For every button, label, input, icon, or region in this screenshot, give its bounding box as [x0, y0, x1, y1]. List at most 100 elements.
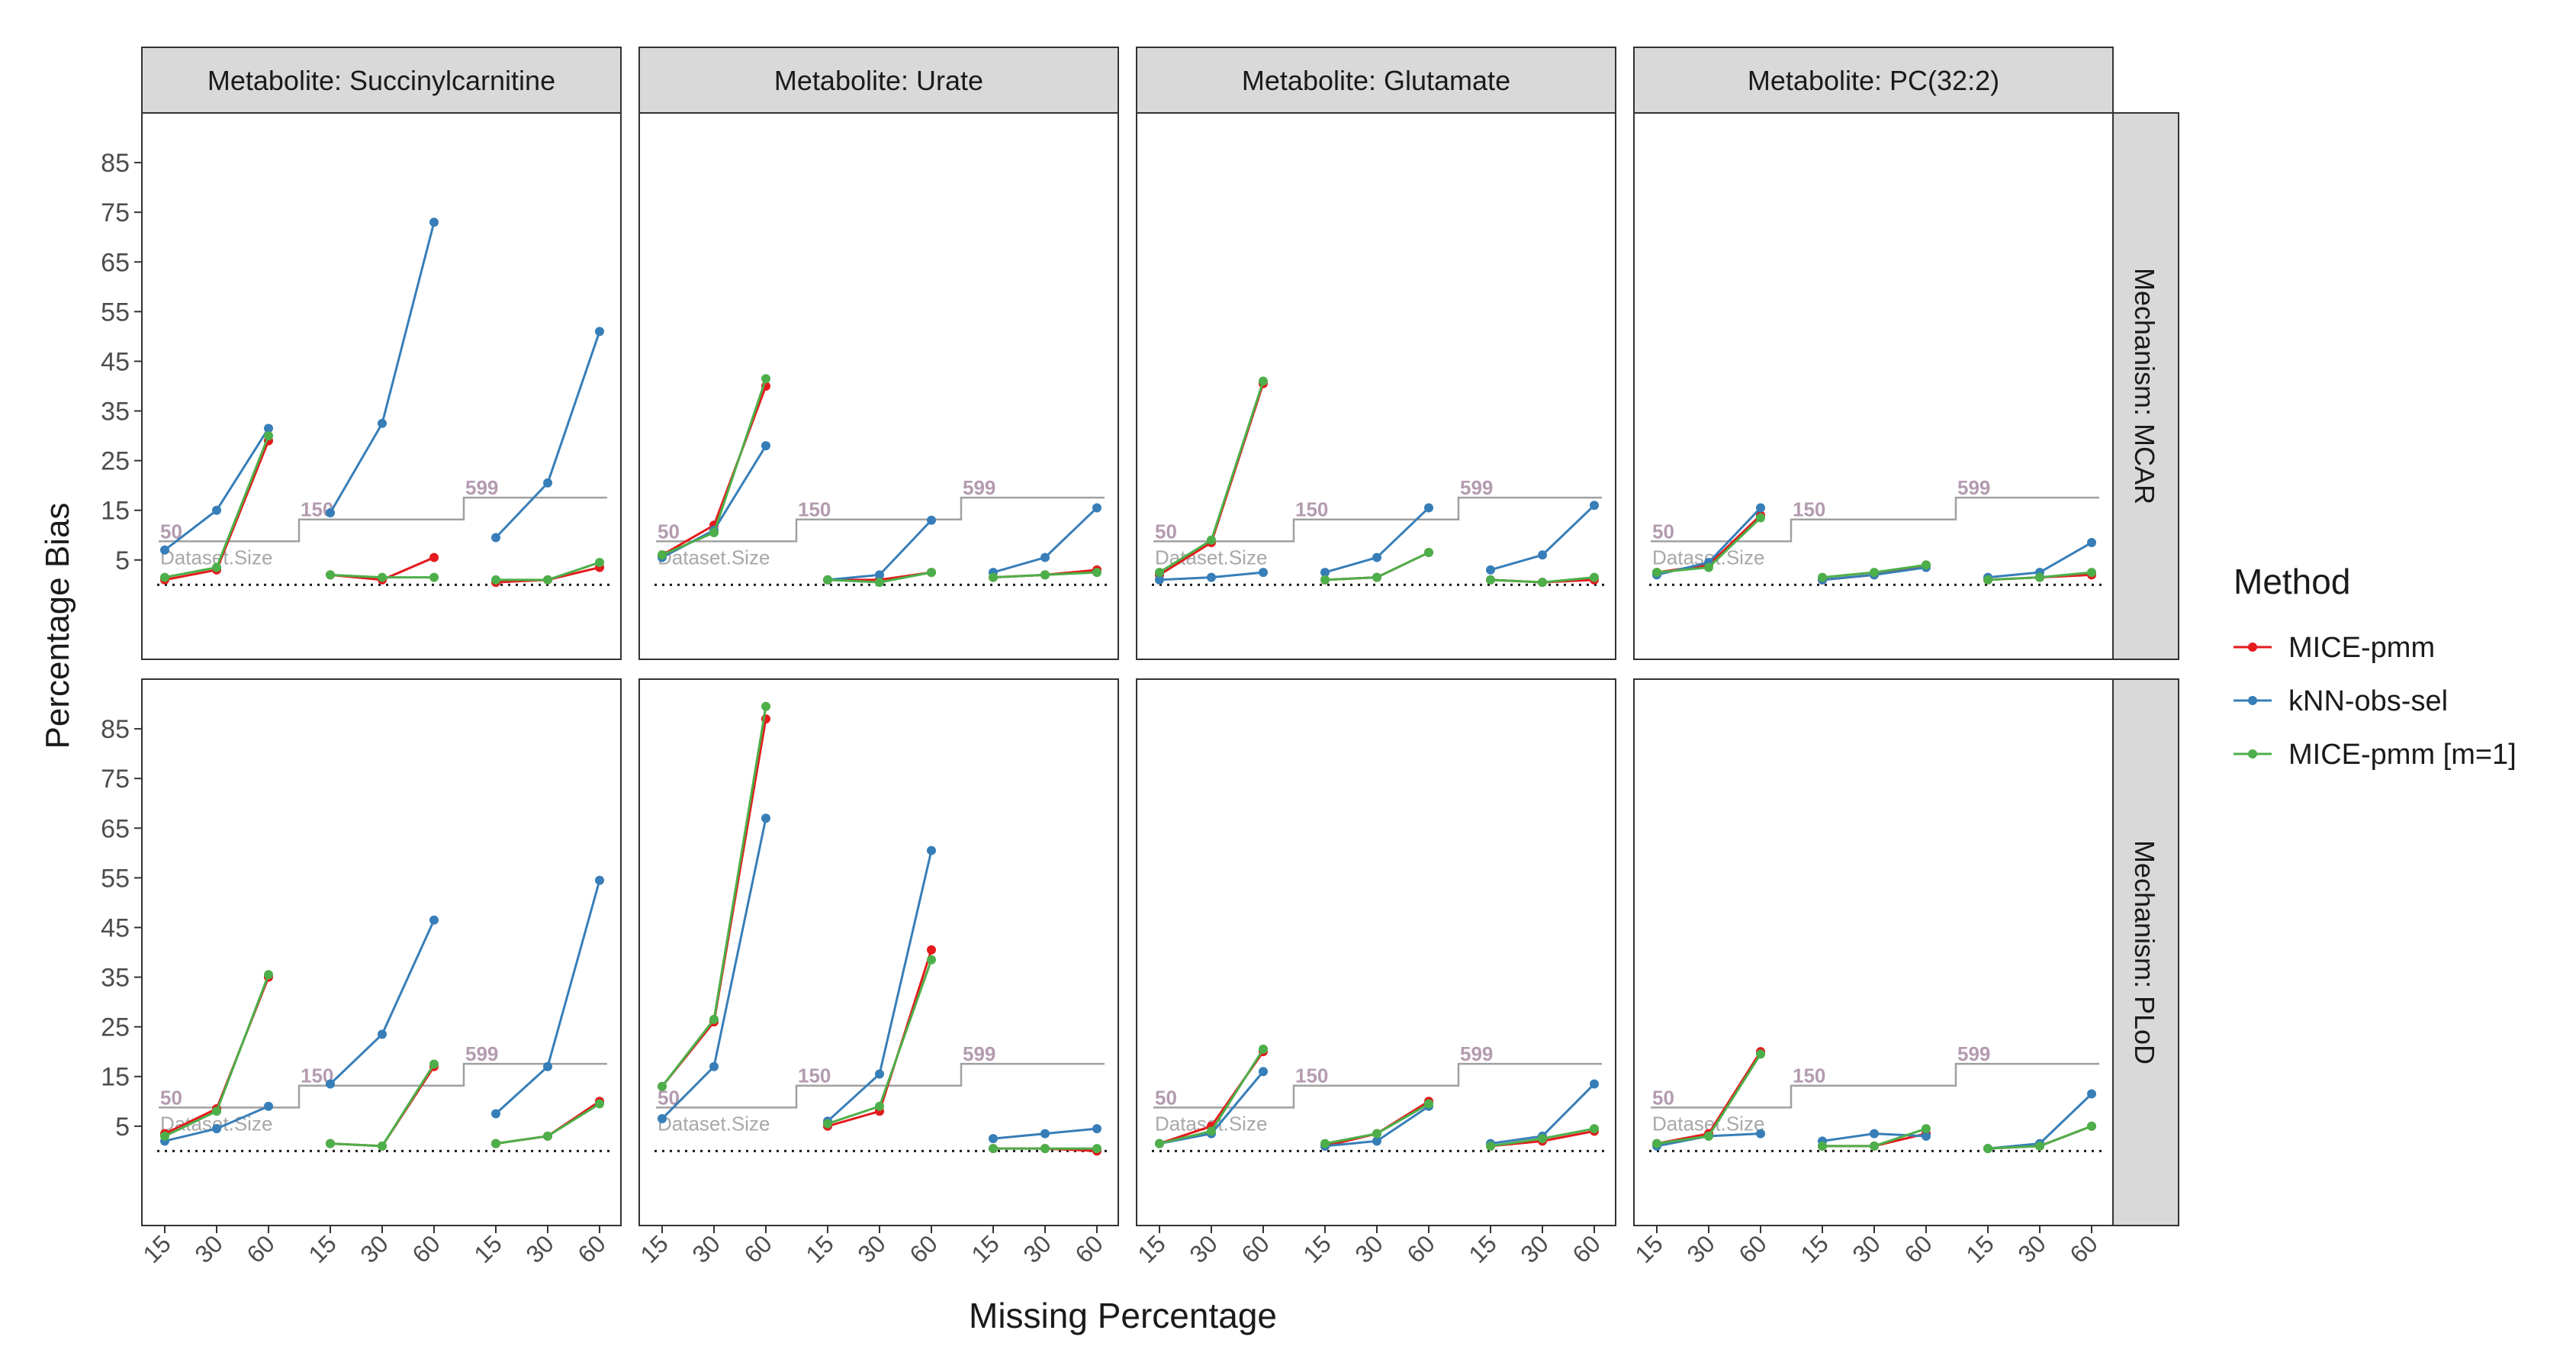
dataset-size-step-line — [656, 1062, 1105, 1109]
data-point — [927, 945, 936, 955]
data-point — [1372, 1136, 1381, 1146]
data-point — [1756, 513, 1765, 523]
data-point — [1590, 1079, 1599, 1089]
data-point — [1756, 1129, 1765, 1139]
dataset-size-label: 50 — [658, 520, 680, 543]
data-point — [1922, 1124, 1931, 1134]
data-point — [2087, 568, 2096, 578]
dataset-size-label: 599 — [1957, 1042, 1990, 1065]
dataset-size-label: 150 — [798, 498, 831, 521]
legend-entry-label: kNN-obs-sel — [2288, 685, 2448, 717]
y-tick-label: 55 — [101, 864, 130, 893]
dataset-size-label: 50 — [1652, 520, 1674, 543]
data-point — [378, 572, 387, 582]
facet-panel — [141, 112, 622, 660]
data-point — [595, 875, 604, 885]
facet-strip-row — [2112, 112, 2179, 660]
y-tick-label: 55 — [101, 298, 130, 327]
data-point — [927, 845, 936, 855]
data-point — [326, 507, 335, 517]
dataset-size-label: 150 — [1793, 1065, 1825, 1087]
data-point — [1590, 501, 1599, 511]
dataset-size-label: 150 — [798, 1065, 831, 1087]
data-point — [491, 533, 500, 543]
data-point — [212, 562, 221, 572]
data-point — [1259, 1044, 1268, 1054]
data-point — [1040, 1144, 1050, 1154]
y-tick-label: 25 — [101, 1013, 130, 1042]
facet-panel — [1136, 112, 1616, 660]
data-point — [761, 441, 770, 451]
data-point — [1704, 562, 1713, 572]
data-point — [1870, 568, 1879, 578]
data-point — [761, 374, 770, 384]
facet-strip-row-label: Mechanism: PLoD — [2129, 840, 2160, 1065]
y-axis-label: Percentage Bias — [39, 503, 76, 749]
data-point — [927, 515, 936, 525]
data-point — [1372, 572, 1381, 582]
data-point — [2035, 1141, 2044, 1151]
data-point — [1424, 548, 1433, 558]
data-point — [1092, 568, 1101, 578]
data-point — [658, 1114, 667, 1124]
data-point — [989, 1144, 998, 1154]
data-point — [823, 575, 832, 585]
legend-swatch-point — [2248, 749, 2257, 759]
data-point — [1818, 572, 1827, 582]
data-point — [1652, 1139, 1661, 1148]
data-point — [264, 424, 273, 433]
data-point — [429, 217, 439, 227]
data-point — [160, 1131, 169, 1141]
y-tick-label: 75 — [101, 198, 130, 227]
dataset-size-label: 599 — [465, 476, 498, 499]
dataset-size-title: Dataset.Size — [658, 1112, 770, 1135]
y-tick-label: 5 — [115, 546, 130, 575]
dataset-size-label: 599 — [1460, 1042, 1493, 1065]
dataset-size-label: 599 — [1460, 476, 1493, 499]
data-point — [160, 572, 169, 582]
data-point — [378, 1141, 387, 1151]
facet-strip-col-label: Metabolite: PC(32:2) — [1748, 65, 1999, 96]
data-point — [543, 1131, 552, 1141]
data-point — [1092, 503, 1101, 513]
data-point — [927, 955, 936, 965]
y-tick-label: 65 — [101, 248, 130, 277]
dataset-size-label: 50 — [1155, 1086, 1177, 1109]
y-tick-label: 85 — [101, 715, 130, 744]
data-point — [1756, 1049, 1765, 1059]
data-point — [429, 552, 439, 562]
data-point — [1538, 578, 1547, 588]
dataset-size-label: 599 — [963, 476, 995, 499]
data-point — [1259, 376, 1268, 386]
legend-entry-label: MICE-pmm — [2288, 632, 2435, 664]
data-point — [1983, 1144, 1992, 1154]
data-point — [1424, 1099, 1433, 1109]
data-point — [658, 1081, 667, 1091]
data-point — [1040, 552, 1050, 562]
data-point — [1207, 572, 1216, 582]
data-point — [1486, 1141, 1495, 1151]
data-point — [212, 1124, 221, 1134]
dataset-size-label: 50 — [160, 1086, 182, 1109]
data-point — [1652, 568, 1661, 578]
data-point — [491, 1109, 500, 1119]
data-point — [1155, 1139, 1164, 1148]
dataset-size-step-line — [159, 1062, 607, 1109]
y-tick-label: 15 — [101, 1063, 130, 1092]
facet-panel — [141, 678, 622, 1226]
data-point — [326, 570, 335, 580]
data-point — [1756, 503, 1765, 513]
data-point — [2087, 1089, 2096, 1099]
data-point — [1092, 1144, 1101, 1154]
data-point — [761, 813, 770, 823]
data-point — [264, 431, 273, 441]
data-point — [491, 1139, 500, 1148]
y-tick-label: 25 — [101, 447, 130, 476]
data-point — [212, 1106, 221, 1116]
data-point — [1320, 575, 1330, 585]
data-point — [378, 1029, 387, 1039]
data-point — [264, 970, 273, 980]
data-point — [1922, 560, 1931, 570]
data-point — [1590, 572, 1599, 582]
